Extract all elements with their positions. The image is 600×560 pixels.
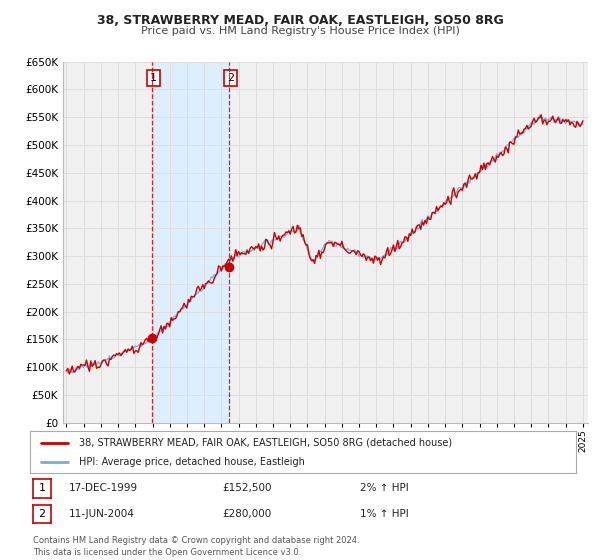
Text: 17-DEC-1999: 17-DEC-1999 (69, 483, 138, 493)
Text: 38, STRAWBERRY MEAD, FAIR OAK, EASTLEIGH, SO50 8RG: 38, STRAWBERRY MEAD, FAIR OAK, EASTLEIGH… (97, 14, 503, 27)
Text: 1: 1 (150, 73, 157, 83)
Text: 2: 2 (38, 509, 46, 519)
Text: £280,000: £280,000 (222, 509, 271, 519)
Text: HPI: Average price, detached house, Eastleigh: HPI: Average price, detached house, East… (79, 457, 305, 467)
Text: 1% ↑ HPI: 1% ↑ HPI (360, 509, 409, 519)
Text: 11-JUN-2004: 11-JUN-2004 (69, 509, 135, 519)
Text: Price paid vs. HM Land Registry's House Price Index (HPI): Price paid vs. HM Land Registry's House … (140, 26, 460, 36)
Text: 2: 2 (227, 73, 234, 83)
Text: 2% ↑ HPI: 2% ↑ HPI (360, 483, 409, 493)
Text: 38, STRAWBERRY MEAD, FAIR OAK, EASTLEIGH, SO50 8RG (detached house): 38, STRAWBERRY MEAD, FAIR OAK, EASTLEIGH… (79, 437, 452, 447)
Text: 1: 1 (38, 483, 46, 493)
Text: This data is licensed under the Open Government Licence v3.0.: This data is licensed under the Open Gov… (33, 548, 301, 557)
Text: Contains HM Land Registry data © Crown copyright and database right 2024.: Contains HM Land Registry data © Crown c… (33, 536, 359, 545)
Bar (152, 62, 229, 423)
Text: £152,500: £152,500 (222, 483, 271, 493)
